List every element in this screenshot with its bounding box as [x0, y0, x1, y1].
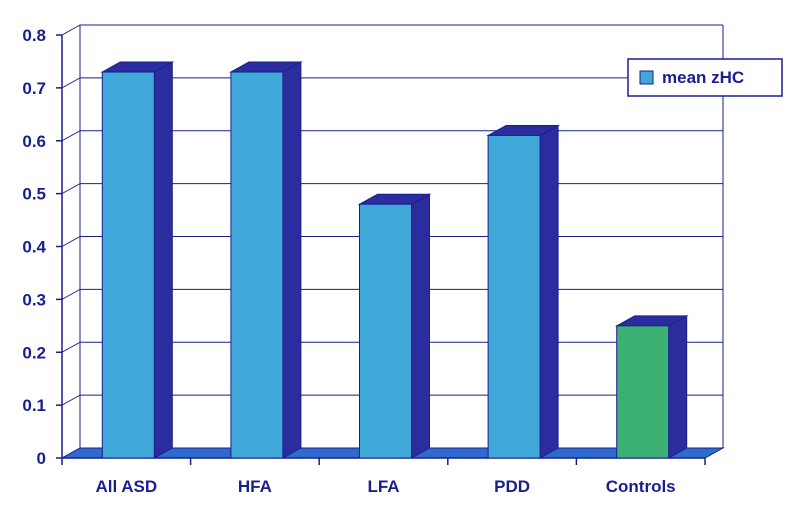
- legend-box: [627, 58, 783, 97]
- y-tick-label: 0.3: [22, 290, 46, 309]
- legend-label: mean zHC: [662, 68, 744, 87]
- bar: [486, 124, 561, 459]
- gridline-side: [61, 341, 81, 353]
- bars: [100, 61, 689, 459]
- x-tick-label: PDD: [494, 477, 530, 496]
- bar: [614, 314, 689, 459]
- gridline-side: [61, 77, 81, 89]
- y-tick-label: 0.7: [22, 79, 46, 98]
- y-tick-label: 0.8: [22, 26, 46, 45]
- bar-side: [539, 124, 559, 459]
- gridline-side: [61, 183, 81, 195]
- gridline-side: [61, 130, 81, 142]
- bar-front: [230, 71, 284, 459]
- bar-front: [359, 203, 412, 459]
- gridline-side: [61, 24, 81, 36]
- y-tick-label: 0.2: [22, 343, 46, 362]
- bar-front: [487, 134, 541, 459]
- x-tick-label: Controls: [606, 477, 676, 496]
- legend-swatch: [639, 70, 654, 85]
- axis-labels: 0 0.1 0.2 0.3 0.4 0.5 0.6 0.7 0.8 All ASD HFA LFA PD…: [22, 26, 675, 496]
- bar-side: [668, 314, 688, 459]
- y-tick-label: 0.1: [22, 396, 46, 415]
- x-tick-label: LFA: [367, 477, 399, 496]
- bar-side: [282, 61, 302, 459]
- y-tick-label: 0.4: [22, 238, 46, 257]
- x-tick-label: HFA: [238, 477, 272, 496]
- bar-front: [616, 325, 670, 459]
- y-tick-label: 0.6: [22, 132, 46, 151]
- bar: [228, 61, 303, 459]
- y-tick-label: 0.5: [22, 185, 46, 204]
- bar-front: [101, 71, 155, 459]
- y-tick-label: 0: [37, 449, 46, 468]
- legend: mean zHC: [627, 58, 783, 97]
- bar-side: [153, 61, 173, 459]
- x-tick-label: All ASD: [95, 477, 157, 496]
- bar-side: [411, 193, 430, 459]
- bar: [100, 61, 175, 459]
- gridline-side: [61, 288, 81, 300]
- gridline-side: [61, 394, 81, 406]
- bar: [357, 193, 432, 459]
- gridline-side: [61, 236, 81, 247]
